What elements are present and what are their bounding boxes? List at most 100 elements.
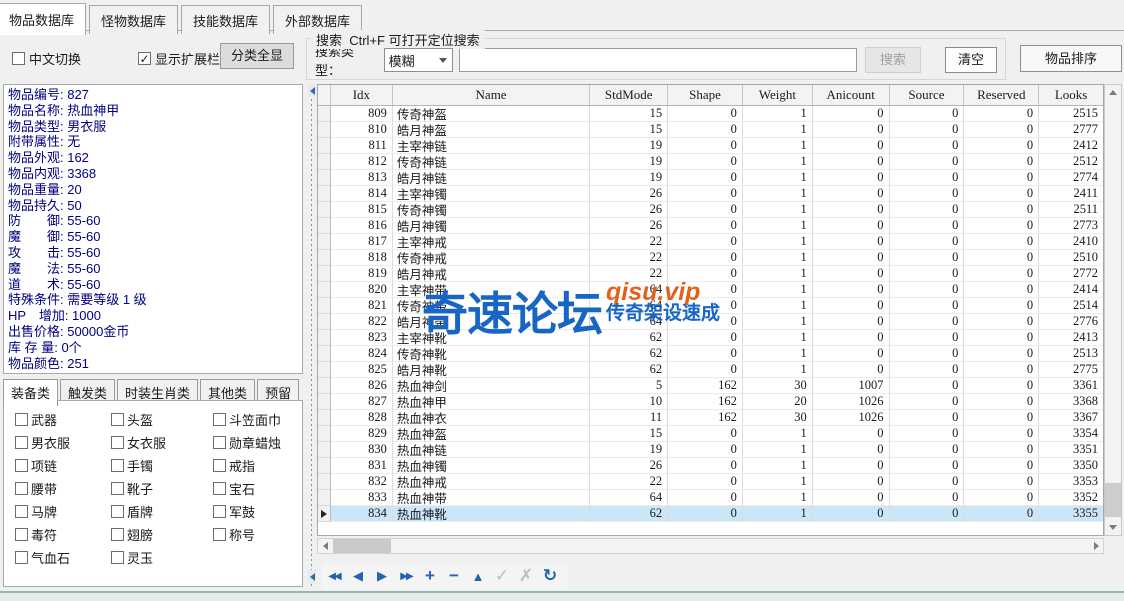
horizontal-scroll-thumb[interactable]: [333, 539, 391, 553]
table-row[interactable]: 809 传奇神盔 15 0 1 0 0 0 2515: [318, 106, 1103, 122]
scroll-up-button[interactable]: [1105, 85, 1121, 100]
grid-column-header-stdmode[interactable]: StdMode: [590, 85, 669, 105]
category-checkbox-item[interactable]: 称号: [213, 526, 255, 543]
search-button[interactable]: 搜索: [864, 47, 921, 73]
category-checkbox-item[interactable]: 头盔: [111, 411, 153, 428]
category-checkbox-item[interactable]: 靴子: [111, 480, 153, 497]
search-type-dropdown[interactable]: 模糊: [383, 48, 454, 72]
checkbox-icon[interactable]: [15, 412, 28, 426]
checkbox-icon[interactable]: ✓: [138, 51, 151, 66]
prior-record-button[interactable]: ◀: [353, 568, 363, 583]
table-row[interactable]: 833 热血神带 64 0 1 0 0 0 3352: [318, 490, 1103, 506]
table-row[interactable]: 813 皓月神链 19 0 1 0 0 0 2774: [318, 170, 1103, 186]
category-checkbox-item[interactable]: 盾牌: [111, 503, 153, 520]
first-record-button[interactable]: ◀◀: [328, 570, 341, 582]
table-row[interactable]: 823 主宰神靴 62 0 1 0 0 0 2413: [318, 330, 1103, 346]
category-tab-1[interactable]: 触发类: [60, 379, 116, 404]
table-row[interactable]: 824 传奇神靴 62 0 1 0 0 0 2513: [318, 346, 1103, 362]
main-tab-2[interactable]: 技能数据库: [181, 5, 271, 34]
checkbox-icon[interactable]: [15, 481, 28, 495]
category-checkbox-item[interactable]: 毒符: [15, 526, 57, 543]
scroll-down-button[interactable]: [1105, 520, 1121, 535]
checkbox-icon[interactable]: [111, 481, 124, 495]
table-row[interactable]: 815 传奇神镯 26 0 1 0 0 0 2511: [318, 202, 1103, 218]
table-row[interactable]: 811 主宰神链 19 0 1 0 0 0 2412: [318, 138, 1103, 154]
checkbox-icon[interactable]: [111, 435, 124, 449]
chinese-toggle-checkbox[interactable]: 中文切换: [12, 49, 81, 68]
extend-bar-checkbox[interactable]: ✓ 显示扩展栏: [138, 49, 220, 68]
table-row[interactable]: 812 传奇神链 19 0 1 0 0 0 2512: [318, 154, 1103, 170]
table-row[interactable]: 827 热血神甲 10 162 20 1026 0 0 3368: [318, 394, 1103, 410]
category-show-all-button[interactable]: 分类全显: [220, 43, 294, 69]
checkbox-icon[interactable]: [15, 527, 28, 541]
grid-column-header-shape[interactable]: Shape: [668, 85, 743, 105]
table-row[interactable]: 822 皓月神带 64 0 1 0 0 0 2776: [318, 314, 1103, 330]
table-row[interactable]: 810 皓月神盔 15 0 1 0 0 0 2777: [318, 122, 1103, 138]
vertical-scroll-thumb[interactable]: [1105, 483, 1121, 517]
insert-record-button[interactable]: +: [425, 566, 435, 585]
checkbox-icon[interactable]: [213, 481, 226, 495]
category-checkbox-item[interactable]: 腰带: [15, 480, 57, 497]
scroll-right-button[interactable]: [1089, 539, 1103, 553]
grid-vertical-scrollbar[interactable]: [1104, 84, 1122, 536]
category-tab-2[interactable]: 时装生肖类: [117, 379, 199, 404]
category-tab-4[interactable]: 预留: [257, 379, 300, 404]
category-checkbox-item[interactable]: 斗笠面巾: [213, 411, 281, 428]
checkbox-icon[interactable]: [15, 458, 28, 472]
checkbox-icon[interactable]: [111, 412, 124, 426]
main-tab-1[interactable]: 怪物数据库: [89, 5, 179, 34]
category-tab-0[interactable]: 装备类: [3, 379, 59, 406]
category-checkbox-item[interactable]: 项链: [15, 457, 57, 474]
checkbox-icon[interactable]: [213, 435, 226, 449]
category-checkbox-item[interactable]: 武器: [15, 411, 57, 428]
checkbox-icon[interactable]: [15, 435, 28, 449]
splitter-collapse-bottom-button[interactable]: [308, 570, 316, 583]
category-tab-3[interactable]: 其他类: [200, 379, 256, 404]
category-checkbox-item[interactable]: 马牌: [15, 503, 57, 520]
category-checkbox-item[interactable]: 军鼓: [213, 503, 255, 520]
splitter-collapse-top-button[interactable]: [308, 84, 316, 97]
grid-horizontal-scrollbar[interactable]: [317, 538, 1104, 554]
category-checkbox-item[interactable]: 手镯: [111, 457, 153, 474]
checkbox-icon[interactable]: [213, 412, 226, 426]
grid-column-header-idx[interactable]: Idx: [331, 85, 393, 105]
checkbox-icon[interactable]: [111, 550, 124, 564]
checkbox-icon[interactable]: [111, 458, 124, 472]
table-row[interactable]: 820 主宰神带 64 0 1 0 0 0 2414: [318, 282, 1103, 298]
last-record-button[interactable]: ▶▶: [400, 570, 413, 582]
cancel-edit-button[interactable]: ✗: [518, 566, 534, 585]
checkbox-icon[interactable]: [15, 504, 28, 518]
checkbox-icon[interactable]: [111, 504, 124, 518]
category-checkbox-item[interactable]: 勋章蜡烛: [213, 434, 281, 451]
edit-record-button[interactable]: ▲: [471, 568, 485, 584]
category-checkbox-item[interactable]: 宝石: [213, 480, 255, 497]
search-input[interactable]: [459, 48, 857, 72]
post-edit-button[interactable]: ✓: [494, 566, 510, 585]
panel-splitter[interactable]: [308, 84, 316, 587]
table-row[interactable]: 817 主宰神戒 22 0 1 0 0 0 2410: [318, 234, 1103, 250]
table-row[interactable]: 821 传奇神带 64 0 1 0 0 0 2514: [318, 298, 1103, 314]
table-row[interactable]: 819 皓月神戒 22 0 1 0 0 0 2772: [318, 266, 1103, 282]
table-row[interactable]: 830 热血神链 19 0 1 0 0 0 3351: [318, 442, 1103, 458]
checkbox-icon[interactable]: [15, 550, 28, 564]
table-row[interactable]: 832 热血神戒 22 0 1 0 0 0 3353: [318, 474, 1103, 490]
table-row[interactable]: 816 皓月神镯 26 0 1 0 0 0 2773: [318, 218, 1103, 234]
table-row[interactable]: 825 皓月神靴 62 0 1 0 0 0 2775: [318, 362, 1103, 378]
checkbox-icon[interactable]: [111, 527, 124, 541]
checkbox-icon[interactable]: [213, 527, 226, 541]
table-row[interactable]: 814 主宰神镯 26 0 1 0 0 0 2411: [318, 186, 1103, 202]
category-checkbox-item[interactable]: 男衣服: [15, 434, 70, 451]
next-record-button[interactable]: ▶: [377, 568, 387, 583]
main-tab-0[interactable]: 物品数据库: [0, 3, 87, 35]
checkbox-icon[interactable]: [213, 458, 226, 472]
delete-record-button[interactable]: −: [449, 566, 459, 585]
clear-button[interactable]: 清空: [944, 47, 998, 73]
category-checkbox-item[interactable]: 女衣服: [111, 434, 166, 451]
table-row[interactable]: 828 热血神衣 11 162 30 1026 0 0 3367: [318, 410, 1103, 426]
grid-column-header-anicount[interactable]: Anicount: [813, 85, 890, 105]
category-checkbox-item[interactable]: 翅膀: [111, 526, 153, 543]
table-row[interactable]: 834 热血神靴 62 0 1 0 0 0 3355: [318, 506, 1103, 522]
grid-column-header-looks[interactable]: Looks: [1054, 87, 1088, 102]
scroll-left-button[interactable]: [318, 539, 332, 553]
grid-column-header-name[interactable]: Name: [393, 85, 591, 105]
